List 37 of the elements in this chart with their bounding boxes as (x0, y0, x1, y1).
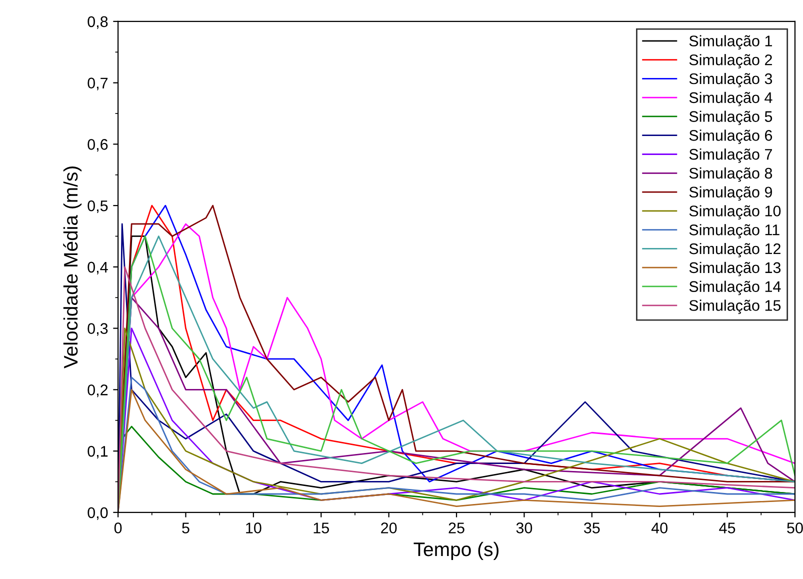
x-tick-label: 20 (381, 522, 397, 534)
legend-label: Simulação 5 (689, 110, 772, 126)
legend-label: Simulação 8 (689, 167, 772, 182)
y-tick-label: 0,1 (88, 446, 108, 459)
legend-label: Simulação 12 (689, 242, 780, 258)
y-axis-title: Velocidade Média (m/s) (63, 166, 82, 368)
legend-label: Simulação 15 (689, 300, 781, 314)
y-tick-label: 0,8 (88, 16, 108, 29)
y-tick-label: 0,6 (88, 139, 108, 152)
legend-label: Simulação 4 (689, 92, 772, 106)
y-tick-label: 0,5 (88, 200, 108, 214)
x-axis-title: Tempo (s) (414, 542, 499, 560)
x-tick-label: 0 (114, 522, 122, 534)
legend-label: Simulação 14 (689, 280, 781, 296)
x-tick-label: 45 (719, 522, 736, 534)
legend-label: Simulação 3 (689, 72, 772, 88)
legend-label: Simulação 11 (689, 224, 780, 238)
x-tick-label: 5 (182, 522, 190, 534)
x-tick-label: 40 (651, 522, 668, 534)
x-tick-label: 25 (448, 522, 464, 534)
x-tick-label: 15 (314, 522, 329, 534)
legend-label: Simulação 1 (689, 35, 772, 50)
legend-label: Simulação 7 (689, 148, 772, 163)
legend-label: Simulação 10 (689, 205, 781, 220)
y-tick-label: 0,7 (88, 78, 108, 90)
x-tick-label: 50 (787, 522, 803, 534)
x-tick-label: 10 (246, 522, 262, 534)
legend-label: Simulação 6 (689, 130, 772, 144)
y-tick-label: 0,2 (88, 384, 108, 398)
y-tick-label: 0,4 (88, 262, 108, 274)
x-tick-label: 30 (516, 522, 532, 534)
legend-label: Simulação 9 (689, 186, 772, 201)
y-tick-label: 0,0 (88, 507, 108, 520)
legend-label: Simulação 13 (689, 262, 781, 276)
legend-label: Simulação 2 (689, 54, 772, 68)
x-tick-label: 35 (584, 522, 600, 534)
y-tick-label: 0,3 (88, 323, 108, 336)
